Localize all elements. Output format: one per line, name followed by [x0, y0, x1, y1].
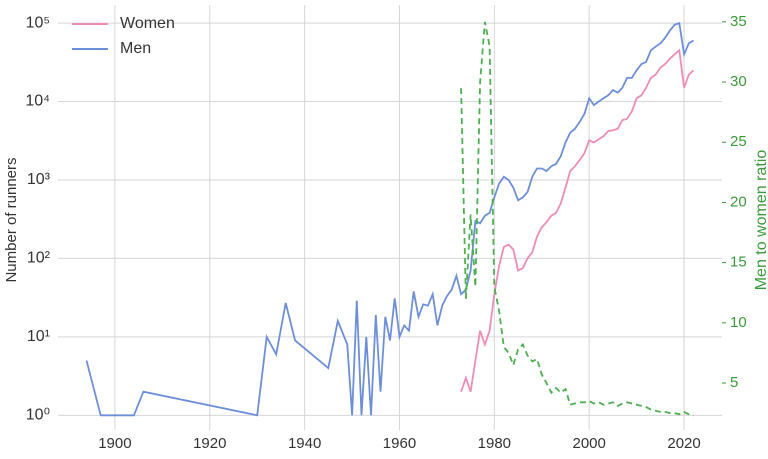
y-tick-label: 10⁰ [26, 407, 50, 424]
y-tick-label: 10² [27, 250, 51, 267]
y2-tick-label: 25 [730, 133, 747, 150]
y2-tick-label: 30 [730, 73, 747, 90]
y2-axis-label: Men to women ratio [753, 150, 768, 291]
x-tick-label: 1900 [98, 435, 131, 452]
series-line [460, 21, 694, 417]
x-tick-label: 1920 [193, 435, 226, 452]
y2-tick-label: 35 [730, 13, 747, 30]
legend-label: Women [120, 15, 175, 32]
x-tick-label: 1940 [288, 435, 321, 452]
x-tick-label: 2000 [573, 435, 606, 452]
legend-label: Men [120, 40, 151, 57]
x-tick-label: 1960 [383, 435, 416, 452]
series-line [460, 48, 695, 392]
y-tick-label: 10⁵ [26, 14, 50, 31]
x-tick-label: 2020 [667, 435, 700, 452]
y2-tick-label: 20 [730, 193, 747, 210]
y2-tick-label: 15 [730, 254, 747, 271]
y-tick-label: 10³ [27, 171, 51, 188]
x-tick-label: 1980 [478, 435, 511, 452]
y-tick-label: 10⁴ [25, 93, 50, 110]
y2-tick-label: 10 [730, 314, 747, 331]
y2-tick-label: 5 [730, 374, 738, 391]
y-tick-label: 10¹ [27, 328, 50, 345]
series-line [85, 21, 694, 417]
y-axis-label: Number of runners [3, 157, 20, 282]
